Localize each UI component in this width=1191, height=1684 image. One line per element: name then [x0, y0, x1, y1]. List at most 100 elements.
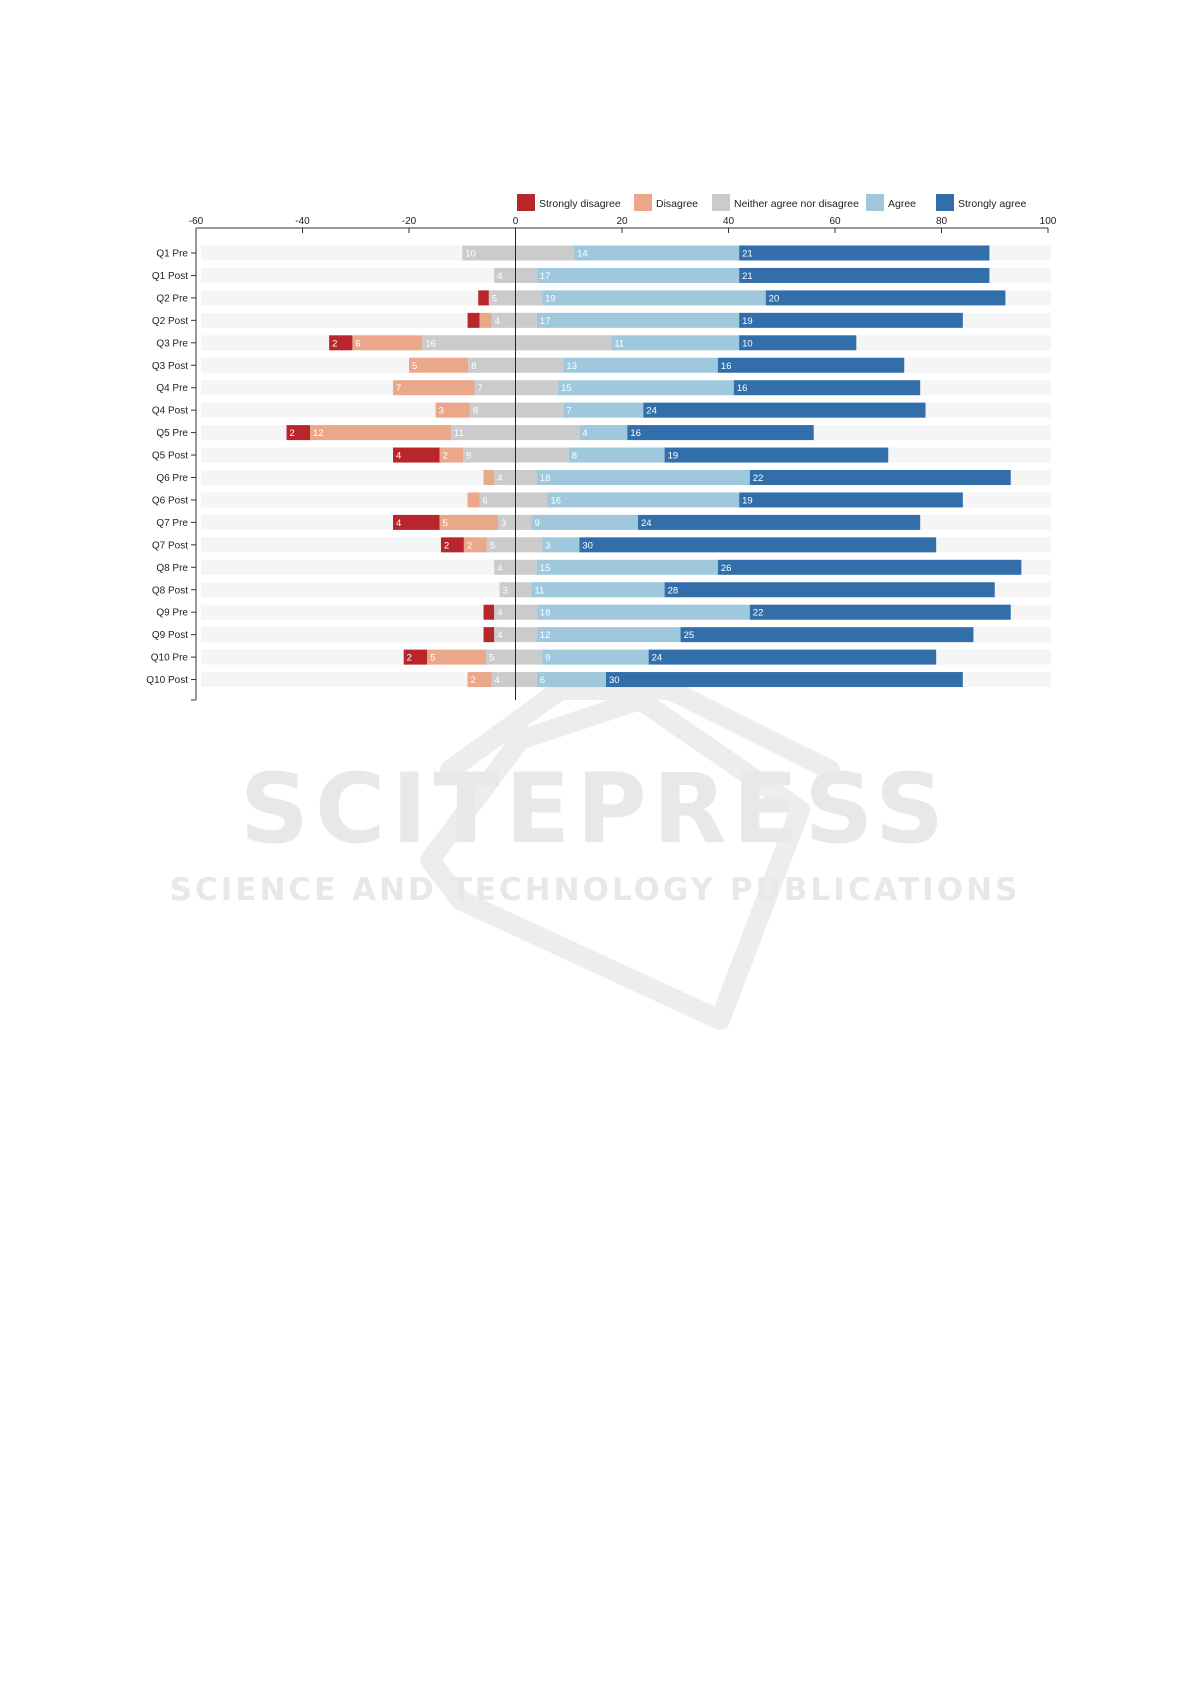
- data-label-neither-agree-nor-disagree: 4: [497, 473, 502, 484]
- bar-strongly-disagree: [393, 447, 440, 463]
- x-tick-label: 0: [513, 216, 519, 227]
- bar-strongly-disagree: [403, 649, 428, 665]
- bar-strongly-agree: [733, 380, 921, 396]
- data-label-strongly-agree: 19: [742, 316, 753, 327]
- data-label-neither-agree-nor-disagree: 4: [495, 675, 500, 686]
- category-label: Q10 Post: [146, 675, 188, 686]
- bar-disagree: [439, 514, 499, 530]
- bar-neither-agree-nor-disagree: [450, 425, 516, 441]
- category-label: Q9 Pre: [156, 608, 188, 619]
- bar-strongly-disagree: [483, 604, 495, 620]
- bar-strongly-agree: [648, 649, 937, 665]
- data-label-neither-agree-nor-disagree: 4: [497, 563, 502, 574]
- bar-neither-agree-nor-disagree: [486, 649, 516, 665]
- bar-neither-agree-nor-disagree: [488, 290, 516, 306]
- category-label: Q1 Pre: [156, 249, 188, 260]
- bar-neither-agree-nor-disagree: [515, 447, 569, 463]
- bar-agree: [542, 290, 766, 306]
- data-label-agree: 9: [545, 653, 550, 664]
- watermark-subtitle: SCIENCE AND TECHNOLOGY PUBLICATIONS: [170, 872, 1021, 908]
- data-label-neither-agree-nor-disagree: 4: [497, 271, 502, 282]
- data-label-strongly-agree: 24: [652, 653, 663, 664]
- legend-label-disagree: Disagree: [656, 198, 698, 210]
- bar-agree: [574, 245, 740, 261]
- bar-neither-agree-nor-disagree: [515, 559, 537, 575]
- data-label-agree: 17: [540, 316, 551, 327]
- bar-agree: [536, 627, 681, 643]
- category-label: Q7 Post: [152, 540, 188, 551]
- bar-disagree: [427, 649, 487, 665]
- bar-strongly-agree: [664, 447, 889, 463]
- bar-agree: [542, 537, 580, 553]
- data-label-neither-agree-nor-disagree: 4: [497, 608, 502, 619]
- bar-strongly-disagree: [467, 312, 480, 328]
- bar-disagree: [479, 312, 492, 328]
- data-label-strongly-disagree: 2: [444, 540, 449, 551]
- bar-agree: [611, 335, 740, 351]
- data-label-agree: 18: [540, 473, 551, 484]
- bar-strongly-agree: [749, 470, 1011, 485]
- bar-neither-agree-nor-disagree: [515, 627, 537, 643]
- x-axis: -60 -40 -20 0 20 40 60 80 100: [189, 216, 1057, 233]
- bar-disagree: [467, 492, 480, 508]
- bar-strongly-agree: [717, 357, 905, 373]
- data-label-strongly-disagree: 4: [396, 451, 401, 462]
- x-tick-label: 80: [936, 216, 948, 227]
- bar-strongly-agree: [606, 672, 963, 688]
- data-label-agree: 8: [572, 451, 577, 462]
- category-label: Q6 Pre: [156, 473, 188, 484]
- bar-agree: [536, 604, 750, 620]
- bar-neither-agree-nor-disagree: [479, 492, 516, 508]
- data-label-disagree: 5: [443, 518, 448, 529]
- bar-disagree: [409, 357, 469, 373]
- data-label-agree: 11: [614, 338, 624, 349]
- data-label-strongly-disagree: 2: [407, 653, 412, 664]
- data-label-disagree: 6: [355, 338, 360, 349]
- data-label-strongly-agree: 22: [753, 608, 764, 619]
- bar-strongly-agree: [739, 335, 857, 351]
- bar-neither-agree-nor-disagree: [515, 267, 537, 283]
- bar-neither-agree-nor-disagree: [515, 380, 559, 396]
- data-label-disagree: 2: [467, 540, 472, 551]
- bar-neither-agree-nor-disagree: [494, 604, 516, 620]
- bar-neither-agree-nor-disagree: [498, 514, 516, 530]
- category-label: Q8 Post: [152, 585, 188, 596]
- bar-agree: [531, 514, 638, 530]
- bar-agree: [558, 380, 734, 396]
- bar-strongly-agree: [717, 559, 1022, 575]
- bar-neither-agree-nor-disagree: [515, 245, 575, 261]
- bar-neither-agree-nor-disagree: [474, 380, 516, 396]
- category-label: Q3 Pre: [156, 338, 188, 349]
- bar-strongly-agree: [637, 514, 921, 530]
- data-label-neither-agree-nor-disagree: 8: [473, 406, 478, 417]
- legend-label-strongly-agree: Strongly agree: [958, 198, 1026, 210]
- bar-agree: [536, 559, 718, 575]
- data-label-agree: 11: [534, 585, 544, 596]
- bar-disagree: [393, 380, 475, 396]
- data-label-strongly-agree: 21: [742, 249, 753, 260]
- data-label-neither-agree-nor-disagree: 7: [478, 383, 483, 394]
- data-label-agree: 16: [550, 495, 561, 506]
- x-tick-label: -40: [295, 216, 310, 227]
- data-label-agree: 6: [540, 675, 545, 686]
- data-label-strongly-agree: 10: [742, 338, 753, 349]
- category-label: Q4 Post: [152, 406, 188, 417]
- category-label: Q8 Pre: [156, 563, 188, 574]
- data-label-strongly-agree: 24: [641, 518, 652, 529]
- category-label: Q2 Post: [152, 316, 188, 327]
- data-label-strongly-agree: 16: [737, 383, 748, 394]
- bar-strongly-disagree: [286, 425, 311, 441]
- bar-disagree: [467, 672, 492, 688]
- category-label: Q4 Pre: [156, 383, 188, 394]
- legend-label-neither-agree-nor-disagree: Neither agree nor disagree: [734, 198, 859, 210]
- data-label-neither-agree-nor-disagree: 5: [492, 293, 497, 304]
- bar-disagree: [439, 447, 464, 463]
- bar-neither-agree-nor-disagree: [515, 357, 564, 373]
- data-label-strongly-agree: 26: [721, 563, 732, 574]
- data-label-agree: 18: [540, 608, 551, 619]
- bar-neither-agree-nor-disagree: [499, 582, 516, 598]
- bar-neither-agree-nor-disagree: [515, 312, 537, 328]
- watermark-title: SCITEPRESS: [240, 753, 950, 865]
- legend-swatch-strongly-disagree: [517, 194, 535, 211]
- bar-neither-agree-nor-disagree: [494, 267, 516, 283]
